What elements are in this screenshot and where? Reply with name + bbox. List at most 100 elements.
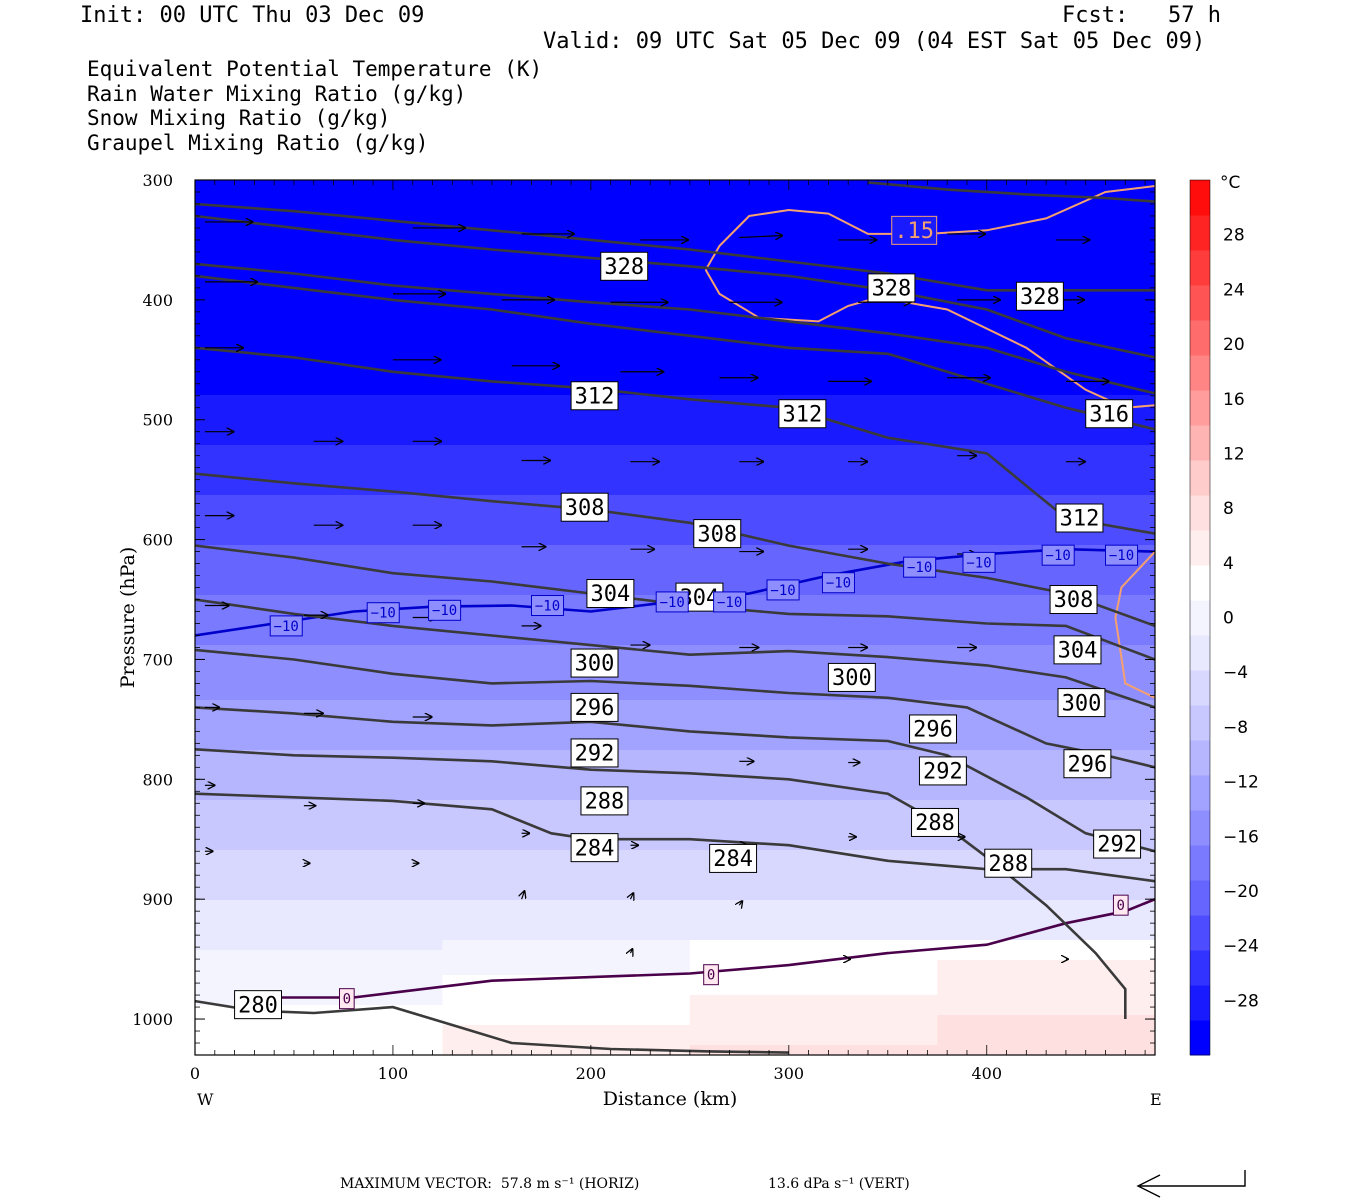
- shade-cell: [689, 665, 939, 671]
- shade-cell: [937, 250, 1155, 256]
- colorbar-segment: [1190, 250, 1210, 286]
- shade-cell: [937, 735, 1155, 741]
- shade-cell: [442, 670, 691, 676]
- shade-cell: [689, 220, 939, 226]
- shade-cell: [689, 385, 939, 391]
- shade-cell: [689, 635, 939, 641]
- shade-cell: [689, 885, 939, 891]
- shade-cell: [689, 810, 939, 816]
- shade-cell: [689, 560, 939, 566]
- theta-e-label: 328: [872, 277, 912, 302]
- shade-cell: [689, 1050, 939, 1055]
- shade-cell: [442, 860, 691, 866]
- shade-cell: [937, 875, 1155, 881]
- shade-cell: [195, 450, 444, 456]
- colorbar-frame: [1189, 179, 1211, 1056]
- shade-cell: [937, 605, 1155, 611]
- isotherm-label-box: [766, 579, 800, 601]
- shade-cell: [442, 965, 691, 971]
- shade-cell: [937, 880, 1155, 886]
- y-tick-label: 900: [142, 890, 173, 909]
- shade-cell: [442, 310, 691, 316]
- shade-cell: [937, 310, 1155, 316]
- shade-cell: [195, 940, 444, 946]
- shade-cell: [195, 905, 444, 911]
- shade-cell: [937, 335, 1155, 341]
- theta-e-288: [195, 748, 1127, 1019]
- shade-cell: [937, 1030, 1155, 1036]
- shade-cell: [937, 985, 1155, 991]
- shade-cell: [442, 645, 691, 651]
- shade-cell: [937, 455, 1155, 461]
- shade-cell: [195, 455, 444, 461]
- shade-cell: [689, 730, 939, 736]
- shade-cell: [195, 360, 444, 366]
- shade-cell: [195, 565, 444, 571]
- isotherm-label: −10: [826, 576, 851, 592]
- y-tick-label: 600: [142, 531, 173, 550]
- colorbar-tick-label: −12: [1223, 773, 1259, 793]
- theta-e-label: 300: [1062, 691, 1102, 716]
- shade-cell: [937, 840, 1155, 846]
- shade-cell: [689, 375, 939, 381]
- shade-cell: [689, 480, 939, 486]
- shade-cell: [442, 610, 691, 616]
- shade-cell: [937, 495, 1155, 501]
- shade-cell: [442, 290, 691, 296]
- shade-cell: [689, 600, 939, 606]
- shade-cell: [442, 835, 691, 841]
- theta-e-label: 284: [713, 847, 753, 872]
- shade-cell: [195, 510, 444, 516]
- shade-cell: [689, 1025, 939, 1031]
- shade-cell: [195, 250, 444, 256]
- shade-cell: [195, 990, 444, 996]
- shade-cell: [937, 950, 1155, 956]
- shade-cell: [195, 570, 444, 576]
- shade-cell: [937, 225, 1155, 231]
- shade-cell: [689, 745, 939, 751]
- shade-cell: [195, 335, 444, 341]
- shade-cell: [689, 520, 939, 526]
- shade-cell: [442, 445, 691, 451]
- shade-cell: [442, 625, 691, 631]
- shade-cell: [195, 535, 444, 541]
- shade-cell: [442, 1025, 691, 1031]
- shade-cell: [442, 815, 691, 821]
- shade-cell: [937, 1005, 1155, 1011]
- shade-cell: [195, 950, 444, 956]
- shade-cell: [689, 640, 939, 646]
- shade-cell: [442, 960, 691, 966]
- shade-cell: [937, 240, 1155, 246]
- shade-cell: [195, 855, 444, 861]
- shade-cell: [937, 820, 1155, 826]
- colorbar-segment: [1190, 915, 1210, 951]
- plot-frame: [194, 179, 1156, 1056]
- shade-cell: [937, 430, 1155, 436]
- shade-cell: [442, 980, 691, 986]
- shade-cell: [689, 465, 939, 471]
- isotherm-label-box: [703, 964, 719, 986]
- theta-e-label-box: [580, 786, 629, 816]
- shade-cell: [689, 525, 939, 531]
- shade-cell: [442, 375, 691, 381]
- shade-cell: [937, 570, 1155, 576]
- shade-cell: [937, 725, 1155, 731]
- shade-cell: [937, 1015, 1155, 1021]
- shade-cell: [195, 470, 444, 476]
- shade-cell: [195, 970, 444, 976]
- shade-cell: [937, 785, 1155, 791]
- shade-cell: [689, 760, 939, 766]
- shade-cell: [689, 240, 939, 246]
- shade-cell: [442, 200, 691, 206]
- shade-cell: [689, 570, 939, 576]
- shade-cell: [689, 295, 939, 301]
- shade-cell: [195, 400, 444, 406]
- shade-cell: [195, 665, 444, 671]
- theta-e-label-box: [234, 990, 283, 1020]
- shade-cell: [442, 855, 691, 861]
- shade-cell: [442, 330, 691, 336]
- theta-e-label-box: [1049, 585, 1098, 615]
- shade-cell: [937, 870, 1155, 876]
- shade-cell: [442, 890, 691, 896]
- shade-cell: [195, 880, 444, 886]
